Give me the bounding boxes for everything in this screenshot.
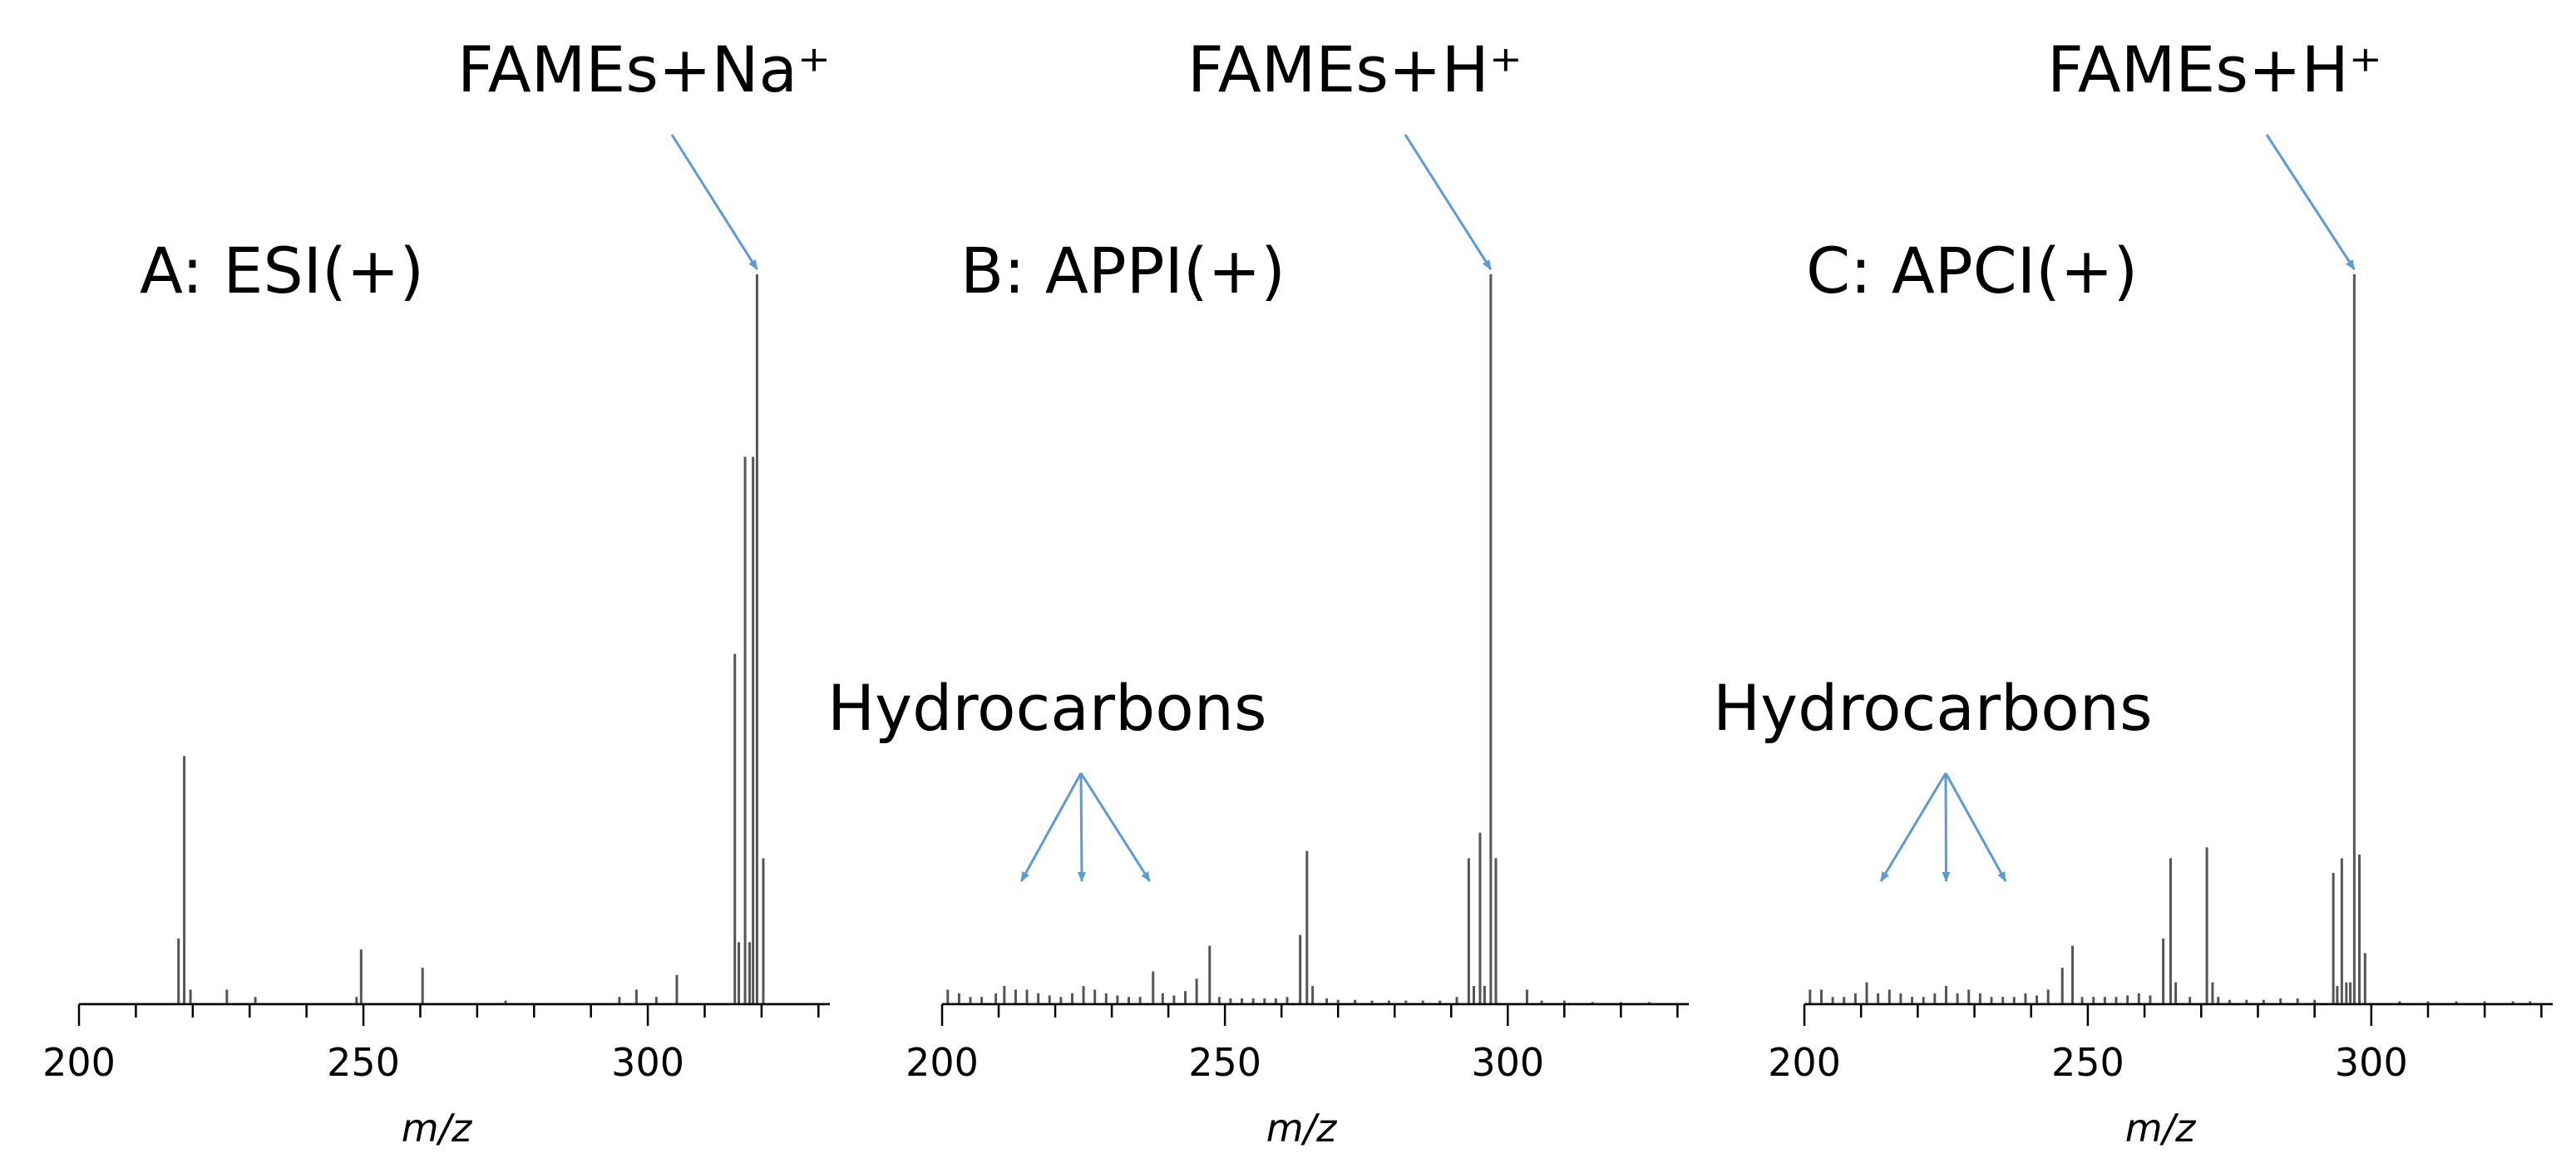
panel-b-tick-label-0: 200: [906, 1040, 979, 1085]
panel-a-title: A: ESI(+): [140, 234, 424, 308]
panel-c-x-axis-title: m/z: [2125, 1106, 2196, 1151]
panel-c-annotations: [1879, 134, 2356, 882]
panel-b: B: APPI(+) FAMEs+H⁺ Hydrocarbons 200 250 3…: [827, 32, 1689, 1151]
panel-a: A: ESI(+) FAMEs+Na⁺ 200 250 300 m/z: [42, 32, 831, 1151]
panel-a-peaks: [79, 274, 830, 1004]
panel-c-hydrocarbon-arrow-2: [1944, 772, 2007, 882]
panel-b-peak-label: FAMEs+H⁺: [1187, 32, 1522, 106]
panel-b-x-axis-title: m/z: [1266, 1106, 1337, 1151]
panel-c-hydrocarbons-label: Hydrocarbons: [1713, 671, 2153, 745]
panel-b-title: B: APPI(+): [960, 234, 1286, 308]
panel-c-title: C: APCI(+): [1806, 234, 2138, 308]
panel-a-peak-label: FAMEs+Na⁺: [457, 32, 831, 106]
panel-a-peak-arrow: [670, 134, 758, 270]
panel-b-peak-arrow: [1404, 134, 1493, 270]
panel-a-x-axis: 200 250 300: [42, 1003, 830, 1085]
panel-c-tick-label-2: 300: [2335, 1040, 2408, 1085]
panel-c-tick-label-0: 200: [1768, 1040, 1841, 1085]
panel-a-tick-label-0: 200: [42, 1040, 116, 1085]
panel-b-annotations: [1019, 134, 1493, 882]
panel-c-peak-label: FAMEs+H⁺: [2047, 32, 2382, 106]
panel-b-tick-label-1: 250: [1188, 1040, 1261, 1085]
panel-b-tick-label-2: 300: [1471, 1040, 1544, 1085]
panel-c-tick-label-1: 250: [2051, 1040, 2124, 1085]
panel-b-hydrocarbon-arrow-2: [1079, 772, 1151, 882]
panel-a-annotations: [670, 134, 758, 270]
panel-c-peak-arrow: [2265, 134, 2356, 270]
panel-a-tick-label-2: 300: [611, 1040, 684, 1085]
panel-c-peaks: [1804, 274, 2553, 1004]
panel-b-hydrocarbon-arrow-1: [1077, 772, 1086, 882]
panel-c-hydrocarbon-arrow-0: [1879, 772, 1947, 882]
panel-b-hydrocarbon-arrow-0: [1019, 772, 1083, 882]
panel-a-tick-label-1: 250: [327, 1040, 400, 1085]
panel-b-x-axis: 200 250 300: [906, 1003, 1689, 1085]
panel-c-x-axis: 200 250 300: [1768, 1003, 2553, 1085]
panel-c: C: APCI(+) FAMEs+H⁺ Hydrocarbons 200 250 3…: [1713, 32, 2553, 1151]
panel-b-peaks: [942, 274, 1689, 1004]
panel-b-hydrocarbons-label: Hydrocarbons: [827, 671, 1267, 745]
panel-a-x-axis-title: m/z: [402, 1106, 472, 1151]
